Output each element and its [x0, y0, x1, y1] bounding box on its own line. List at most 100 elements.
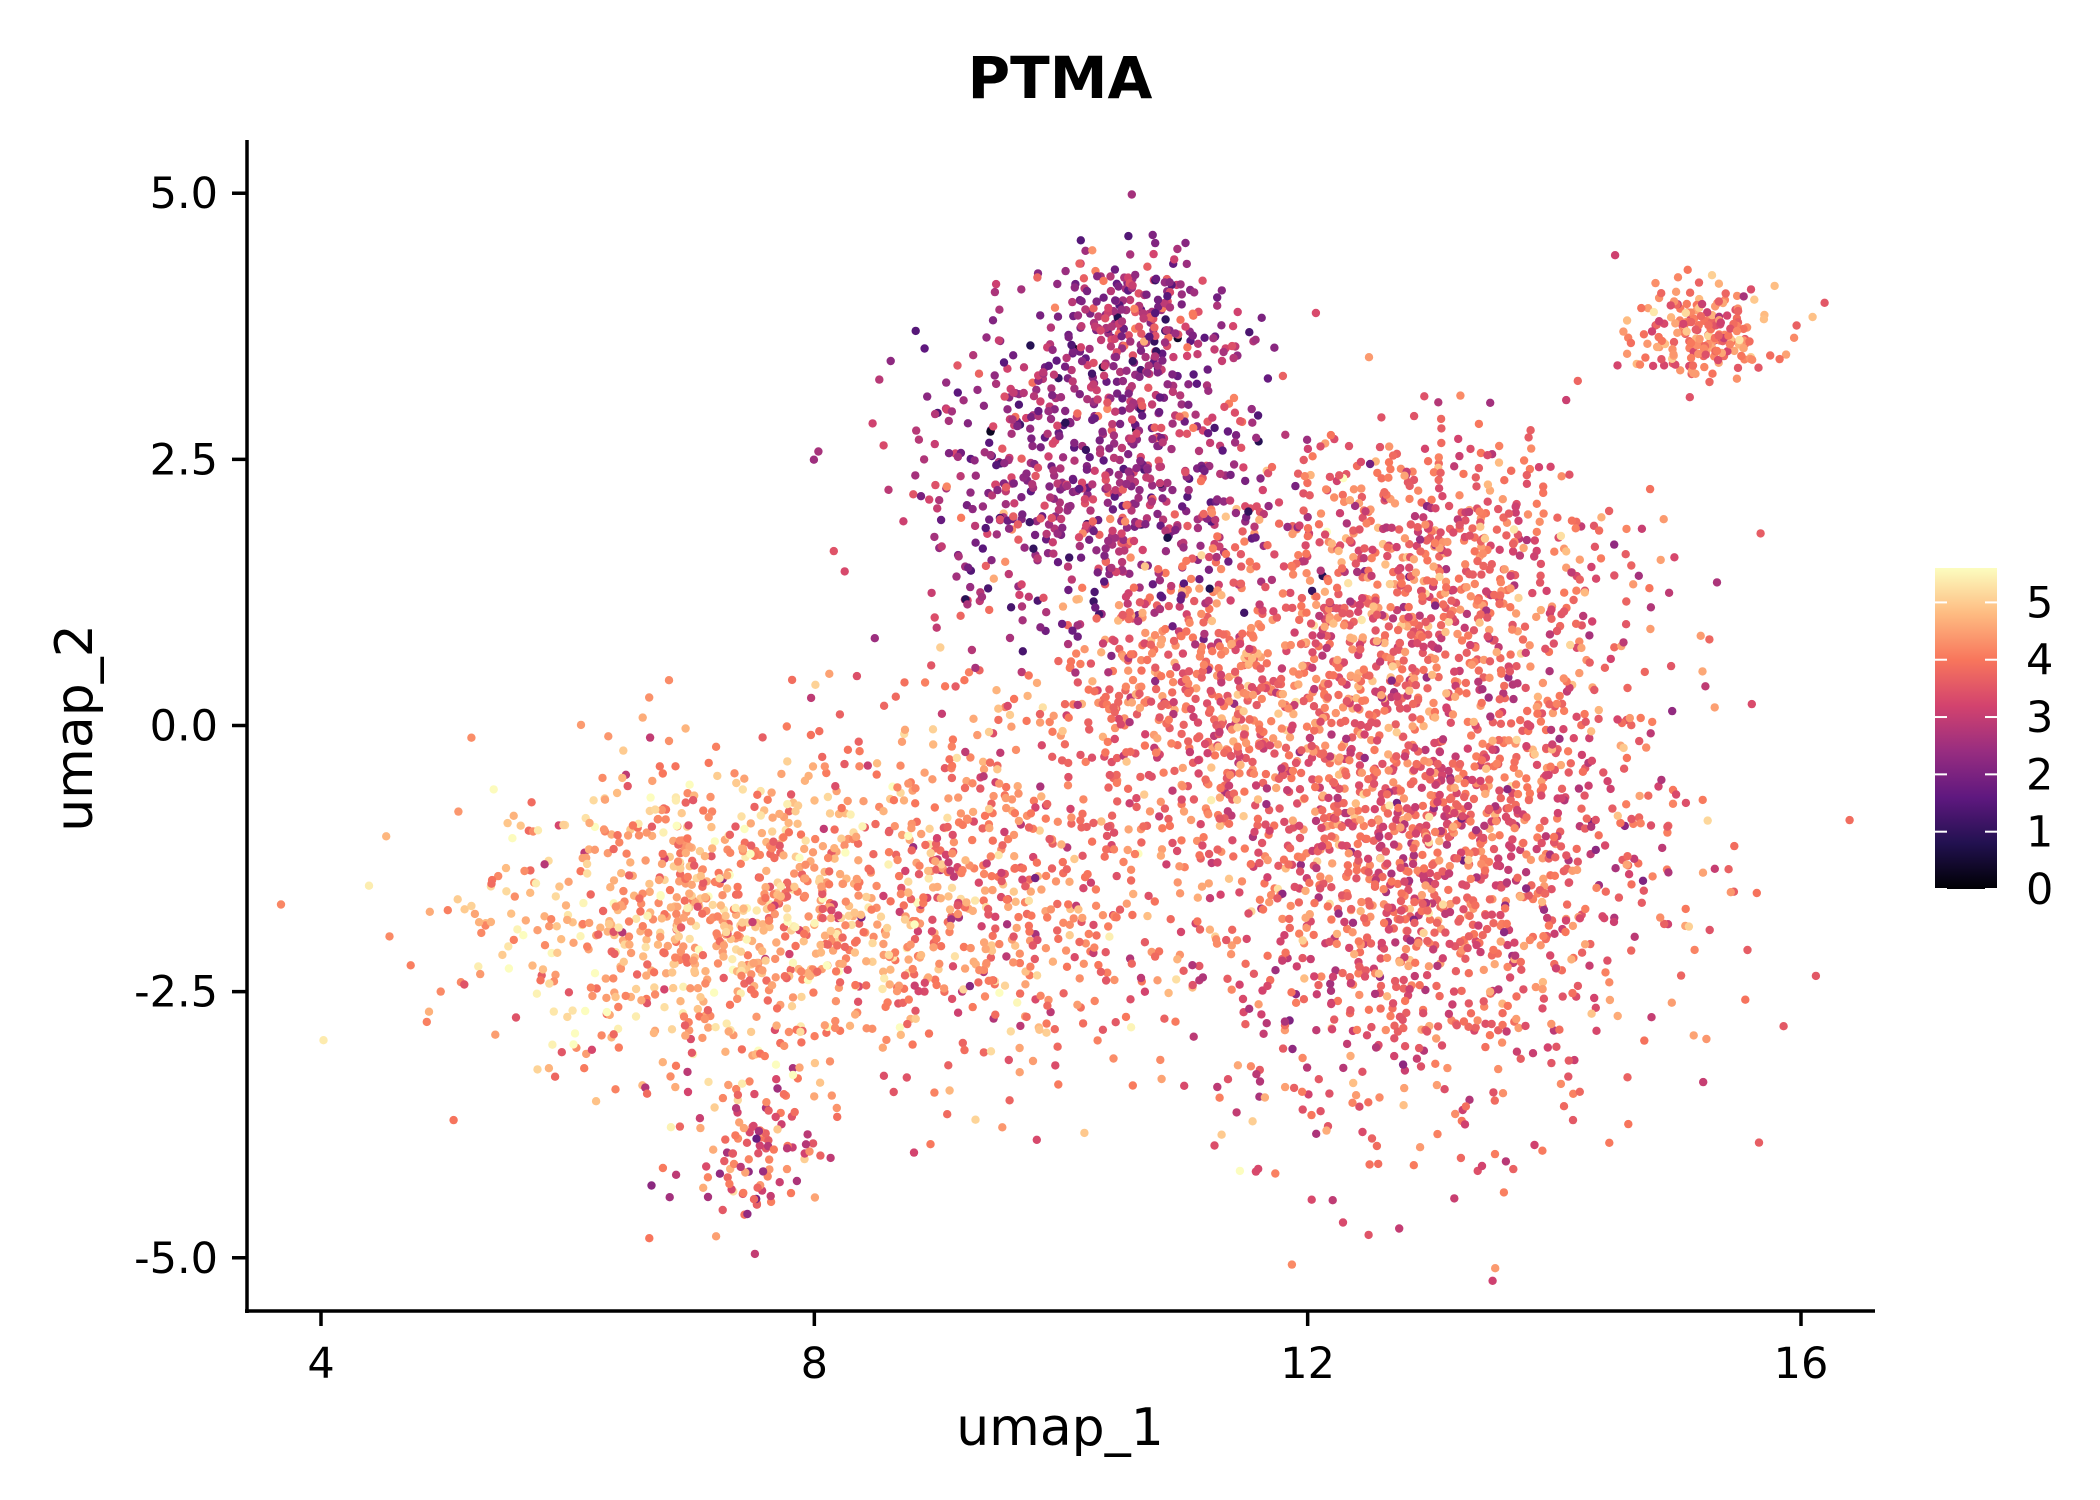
scatter-point	[1808, 312, 1817, 322]
scatter-point	[1205, 552, 1214, 562]
scatter-point	[913, 927, 923, 936]
scatter-point	[1394, 525, 1404, 534]
scatter-point	[1239, 707, 1248, 716]
scatter-point	[912, 426, 921, 435]
scatter-point	[1256, 474, 1265, 483]
scatter-point	[1649, 307, 1659, 317]
scatter-point	[1189, 712, 1198, 722]
scatter-point	[1065, 920, 1075, 929]
scatter-point	[970, 456, 979, 465]
scatter-point	[915, 861, 924, 870]
scatter-point	[1244, 909, 1253, 918]
scatter-point	[1418, 648, 1428, 658]
scatter-point	[688, 796, 698, 805]
scatter-point	[1041, 814, 1051, 823]
scatter-point	[1236, 579, 1246, 588]
scatter-point	[666, 903, 676, 912]
scatter-point	[749, 958, 758, 968]
scatter-point	[1145, 807, 1155, 816]
scatter-point	[1132, 710, 1142, 719]
scatter-point	[582, 859, 592, 869]
scatter-point	[1623, 852, 1632, 861]
scatter-point	[1128, 910, 1137, 920]
scatter-point	[632, 914, 641, 923]
scatter-point	[1498, 1089, 1508, 1098]
scatter-point	[1483, 451, 1492, 460]
scatter-point	[1104, 922, 1113, 931]
scatter-point	[1193, 734, 1202, 743]
scatter-point	[1483, 497, 1492, 506]
scatter-point	[1456, 605, 1465, 614]
scatter-point	[871, 819, 880, 829]
scatter-point	[1019, 388, 1028, 398]
scatter-point	[1449, 987, 1459, 996]
scatter-point	[1739, 324, 1748, 334]
scatter-point	[1076, 236, 1086, 245]
scatter-point	[1024, 921, 1034, 930]
scatter-point	[1329, 778, 1338, 787]
scatter-point	[1295, 929, 1304, 938]
scatter-point	[645, 1234, 654, 1243]
scatter-point	[1056, 464, 1065, 473]
scatter-point	[1000, 459, 1009, 468]
scatter-point	[1154, 302, 1163, 311]
scatter-point	[671, 1061, 681, 1071]
scatter-point	[642, 828, 651, 837]
scatter-point	[1204, 386, 1213, 395]
scatter-point	[1079, 884, 1088, 893]
scatter-point	[1197, 882, 1207, 891]
scatter-point	[894, 871, 904, 881]
scatter-point	[1167, 739, 1176, 748]
scatter-point	[1088, 677, 1097, 686]
scatter-point	[704, 1023, 713, 1032]
scatter-point	[1735, 335, 1744, 345]
scatter-point	[1491, 1264, 1500, 1273]
scatter-point	[1553, 808, 1563, 818]
scatter-point	[624, 932, 634, 941]
scatter-point	[1640, 1036, 1649, 1045]
scatter-point	[1629, 580, 1638, 589]
scatter-point	[1088, 480, 1097, 489]
scatter-point	[1369, 779, 1379, 788]
scatter-point	[897, 883, 906, 893]
scatter-point	[864, 864, 873, 873]
scatter-point	[1550, 929, 1559, 938]
scatter-point	[1126, 747, 1135, 756]
scatter-point	[516, 821, 525, 830]
scatter-point	[1086, 659, 1096, 668]
scatter-point	[1217, 356, 1227, 366]
scatter-point	[1432, 918, 1442, 927]
scatter-point	[1081, 305, 1090, 314]
scatter-point	[1622, 524, 1631, 534]
scatter-point	[986, 953, 996, 962]
scatter-point	[1454, 574, 1464, 583]
scatter-point	[1015, 1068, 1024, 1077]
scatter-point	[771, 1112, 780, 1122]
scatter-point	[1128, 675, 1138, 685]
scatter-point	[1106, 514, 1115, 524]
scatter-point	[795, 1063, 804, 1072]
scatter-point	[1328, 972, 1338, 981]
scatter-point	[882, 1035, 891, 1045]
scatter-point	[1556, 1079, 1566, 1089]
scatter-point	[1117, 406, 1127, 415]
scatter-point	[1274, 709, 1283, 718]
scatter-point	[683, 1087, 693, 1097]
scatter-point	[1694, 349, 1703, 359]
scatter-point	[1256, 622, 1266, 632]
scatter-point	[406, 961, 415, 970]
scatter-point	[1523, 720, 1533, 729]
scatter-point	[1559, 607, 1569, 616]
scatter-point	[1103, 737, 1113, 747]
scatter-point	[1538, 783, 1548, 792]
scatter-point	[1320, 530, 1330, 539]
scatter-point	[1358, 633, 1368, 642]
scatter-point	[1217, 714, 1226, 723]
scatter-point	[935, 496, 944, 505]
scatter-point	[1600, 841, 1610, 850]
scatter-point	[1440, 1085, 1449, 1094]
scatter-point	[893, 855, 902, 865]
scatter-point	[1247, 404, 1256, 414]
scatter-point	[1143, 911, 1152, 921]
scatter-point	[1436, 528, 1445, 537]
